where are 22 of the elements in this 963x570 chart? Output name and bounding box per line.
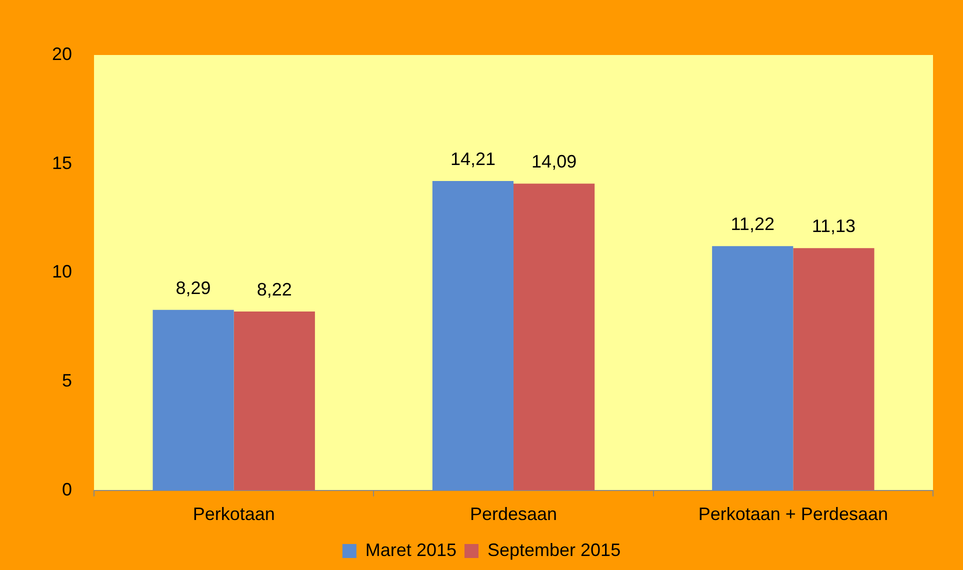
legend-label: September 2015 <box>487 540 621 560</box>
x-tick-label: Perkotaan + Perdesaan <box>698 504 888 524</box>
data-label: 8,29 <box>176 278 211 298</box>
y-tick-label: 5 <box>62 370 72 391</box>
bar <box>514 184 595 490</box>
y-tick-label: 15 <box>52 152 72 173</box>
data-label: 11,22 <box>730 214 774 234</box>
bar <box>432 181 514 490</box>
y-tick-label: 20 <box>52 44 72 64</box>
bar <box>234 311 315 490</box>
bar <box>793 248 874 490</box>
data-label: 14,21 <box>450 149 496 170</box>
y-tick-label: 10 <box>52 262 72 282</box>
bar <box>712 246 794 490</box>
data-label: 11,13 <box>812 216 856 236</box>
data-label: 14,09 <box>532 152 577 172</box>
bar <box>152 310 234 490</box>
legend-label: Maret 2015 <box>365 540 456 560</box>
x-tick-label: Perdesaan <box>470 504 558 524</box>
y-tick-label: 0 <box>62 479 72 500</box>
x-tick-label: Perkotaan <box>192 504 275 524</box>
data-label: 8,22 <box>256 279 292 300</box>
